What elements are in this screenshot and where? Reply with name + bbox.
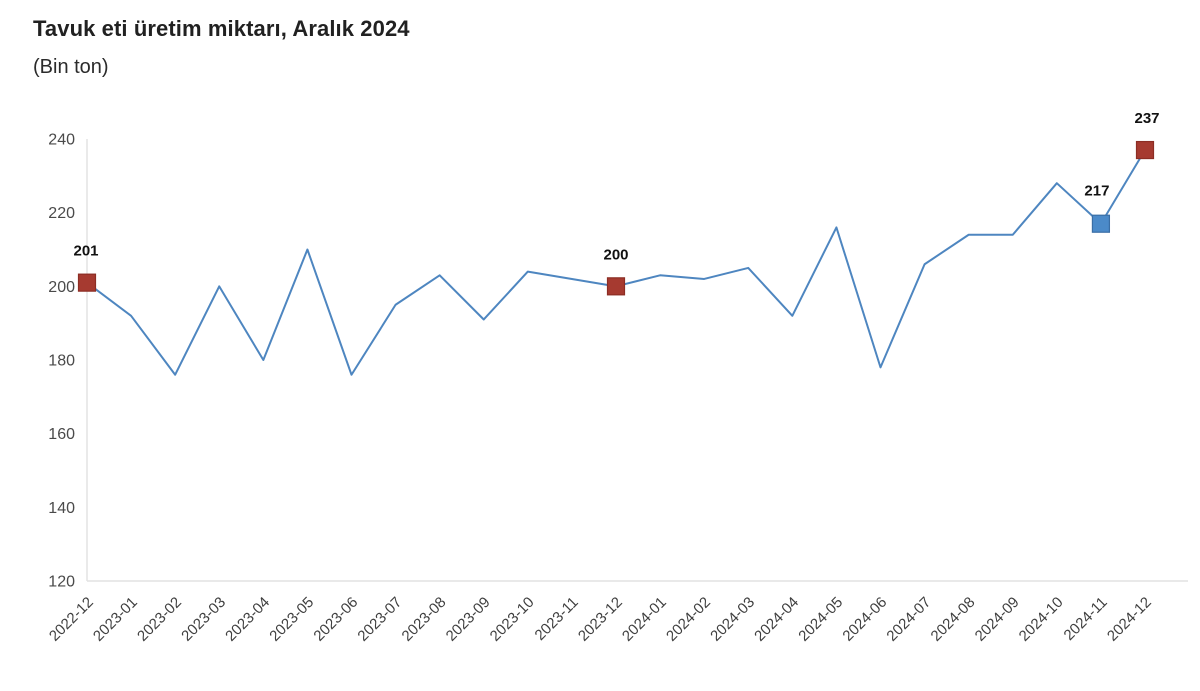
- y-tick-label: 160: [48, 426, 75, 443]
- highlight-marker: [1135, 140, 1155, 160]
- x-tick-label: 2024-06: [839, 594, 890, 645]
- x-tick-label: 2024-12: [1104, 594, 1155, 645]
- y-tick-label: 140: [48, 500, 75, 517]
- y-tick-label: 220: [48, 205, 75, 222]
- x-tick-label: 2024-02: [663, 594, 714, 645]
- x-tick-label: 2023-05: [266, 594, 317, 645]
- x-tick-label: 2024-01: [619, 594, 670, 645]
- x-tick-label: 2023-08: [399, 594, 450, 645]
- point-value-label: 237: [1134, 110, 1159, 127]
- chart-subtitle: (Bin ton): [33, 56, 109, 78]
- x-tick-label: 2023-01: [90, 594, 141, 645]
- x-tick-label: 2024-11: [1061, 594, 1111, 644]
- x-tick-label: 2024-04: [751, 594, 802, 645]
- x-tick-label: 2023-04: [222, 594, 273, 645]
- y-tick-label: 120: [48, 574, 75, 591]
- point-value-label: 200: [603, 246, 628, 263]
- y-tick-label: 200: [48, 279, 75, 296]
- x-tick-label: 2022-12: [46, 594, 97, 645]
- highlight-marker: [77, 273, 97, 292]
- y-tick-label: 180: [48, 353, 75, 370]
- x-tick-label: 2023-07: [354, 594, 405, 645]
- highlight-marker: [1091, 214, 1111, 233]
- x-tick-label: 2024-10: [1016, 594, 1067, 645]
- x-tick-label: 2023-12: [575, 594, 626, 645]
- x-tick-label: 2024-09: [972, 594, 1023, 645]
- x-tick-label: 2023-02: [134, 594, 185, 645]
- y-tick-label: 240: [48, 132, 75, 149]
- point-value-label: 217: [1084, 183, 1109, 200]
- x-tick-label: 2023-10: [487, 594, 538, 645]
- x-tick-label: 2023-09: [443, 594, 494, 645]
- x-tick-label: 2023-06: [310, 594, 361, 645]
- x-tick-label: 2024-08: [928, 594, 979, 645]
- x-tick-label: 2023-03: [178, 594, 229, 645]
- chart-title: Tavuk eti üretim miktarı, Aralık 2024: [33, 16, 410, 41]
- x-tick-label: 2024-05: [795, 594, 846, 645]
- x-tick-label: 2023-11: [532, 594, 582, 644]
- point-value-label: 201: [73, 243, 98, 260]
- x-tick-label: 2024-03: [707, 594, 758, 645]
- highlight-marker: [606, 277, 626, 296]
- x-tick-label: 2024-07: [883, 594, 934, 645]
